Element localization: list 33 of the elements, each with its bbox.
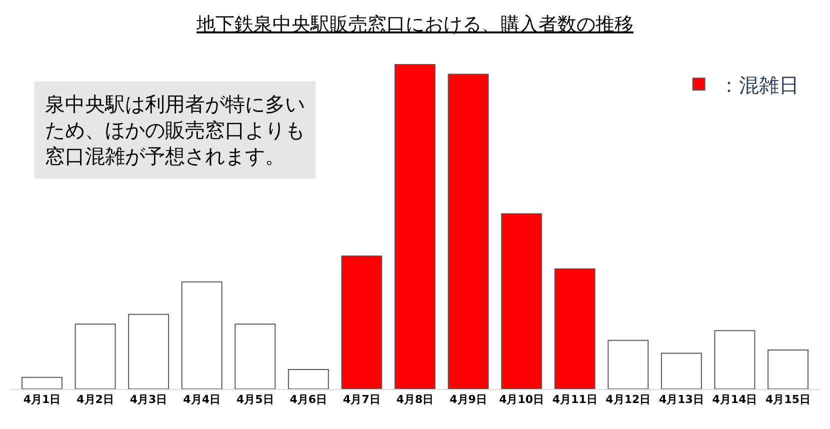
x-tick-label: 4月10日 — [499, 393, 544, 406]
x-tick-label: 4月2日 — [76, 393, 114, 406]
x-tick-label: 4月6日 — [290, 393, 328, 406]
x-tick-label: 4月11日 — [552, 393, 598, 406]
bar — [288, 369, 329, 389]
x-tick-label: 4月8日 — [396, 393, 434, 406]
bar — [341, 255, 382, 389]
annotation: 泉中央駅は利用者が特に多いため、ほかの販売窓口よりも窓口混雑が予想されます。 — [45, 92, 305, 168]
bar — [234, 324, 276, 389]
chart-title: 地下鉄泉中央駅販売窓口における、購入者数の推移 — [196, 13, 634, 36]
bar — [394, 64, 436, 389]
x-tick-label: 4月13日 — [658, 393, 704, 406]
bar — [181, 281, 222, 389]
x-tick-label: 4月3日 — [130, 393, 168, 406]
bar — [660, 352, 702, 389]
bar — [768, 350, 809, 389]
x-tick-label: 4月15日 — [766, 393, 811, 406]
x-tick-label: 4月9日 — [450, 393, 487, 406]
x-tick-label: 4月7日 — [343, 393, 380, 406]
bar — [128, 314, 170, 389]
x-tick-label: 4月5日 — [236, 393, 274, 406]
bar — [21, 376, 62, 389]
bar — [448, 74, 489, 389]
x-tick-label: 4月4日 — [183, 393, 220, 406]
bar — [714, 330, 756, 389]
bar — [554, 268, 596, 389]
bar — [74, 324, 116, 389]
bar — [608, 340, 649, 389]
bar — [501, 213, 542, 389]
x-tick-label: 4月14日 — [712, 393, 758, 406]
x-tick-label: 4月1日 — [23, 393, 61, 406]
legend-label: ：混雑日 — [718, 72, 799, 97]
x-tick-label: 4月12日 — [606, 393, 651, 406]
